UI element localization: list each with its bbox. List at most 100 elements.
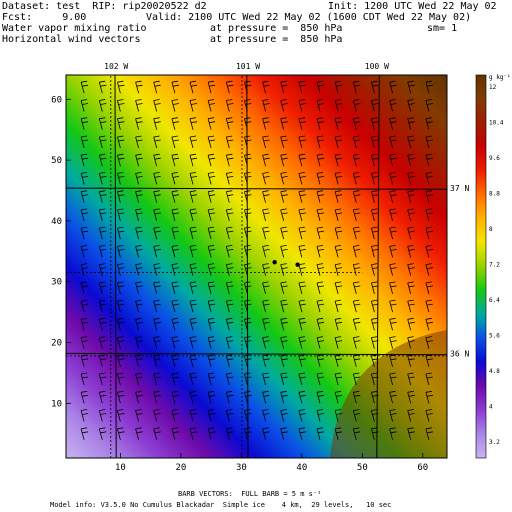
barb-staff xyxy=(244,155,248,167)
wind-barb xyxy=(262,208,270,222)
barb-flag xyxy=(118,376,125,379)
wind-barb xyxy=(407,372,415,386)
barb-staff xyxy=(316,155,321,167)
wind-barb xyxy=(352,427,361,440)
barb-staff xyxy=(189,264,194,276)
barb-staff xyxy=(280,118,285,130)
barb-staff xyxy=(98,392,103,404)
wind-barb xyxy=(316,317,325,331)
wind-barb xyxy=(189,317,198,331)
barb-staff xyxy=(189,136,194,149)
barb-flag xyxy=(281,176,288,178)
barb-flag xyxy=(298,172,305,174)
barb-flag xyxy=(226,281,233,284)
barb-flag xyxy=(100,267,107,269)
barb-flag xyxy=(209,249,216,251)
barb-staff xyxy=(407,136,412,149)
barb-staff xyxy=(298,191,303,203)
barb-flag xyxy=(208,135,215,138)
barb-staff xyxy=(334,100,339,112)
wind-barb xyxy=(425,409,433,422)
barb-flag xyxy=(208,80,215,83)
wind-barb xyxy=(153,354,161,367)
wind-barb xyxy=(352,263,361,276)
barb-flag xyxy=(336,249,343,251)
wind-barb xyxy=(352,80,361,94)
wind-barb xyxy=(298,153,306,167)
wind-barb xyxy=(244,117,252,130)
barb-flag xyxy=(189,390,197,393)
barb-flag xyxy=(425,80,432,83)
barb-flag xyxy=(153,208,160,211)
barb-flag xyxy=(425,226,432,229)
barb-flag xyxy=(354,285,361,288)
wind-barb xyxy=(153,245,161,258)
barb-staff xyxy=(98,373,103,386)
barb-flag xyxy=(82,394,89,397)
wind-barb xyxy=(262,390,270,404)
barb-flag xyxy=(244,409,251,411)
wind-barb xyxy=(189,299,198,313)
barb-staff xyxy=(262,319,266,331)
barb-flag xyxy=(190,84,198,87)
barb-staff xyxy=(244,227,248,240)
barb-staff xyxy=(189,428,194,440)
barb-flag xyxy=(154,249,161,251)
wind-barb xyxy=(371,135,379,149)
wind-barb xyxy=(316,245,325,258)
barb-staff xyxy=(262,300,266,313)
barb-flag xyxy=(244,427,251,430)
wind-barb xyxy=(98,99,107,112)
wind-barb xyxy=(334,226,343,240)
barb-flag xyxy=(117,281,124,284)
barb-staff xyxy=(244,136,248,149)
barb-staff xyxy=(407,209,412,222)
barb-flag xyxy=(390,84,397,87)
barb-flag xyxy=(280,226,287,229)
barb-flag xyxy=(153,80,160,83)
barb-flag xyxy=(226,208,233,211)
barb-staff xyxy=(280,136,285,149)
barb-staff xyxy=(334,136,339,149)
barb-staff xyxy=(117,209,121,222)
barb-flag xyxy=(81,299,88,302)
barb-flag xyxy=(135,372,142,375)
barb-flag xyxy=(245,267,252,269)
barb-flag xyxy=(354,358,361,361)
wind-barb xyxy=(407,99,415,112)
wind-barb xyxy=(280,263,288,276)
barb-flag xyxy=(335,208,342,211)
barb-flag xyxy=(154,103,161,105)
barb-flag xyxy=(317,340,325,342)
wind-barb xyxy=(371,99,379,112)
barb-staff xyxy=(153,82,158,94)
barb-flag xyxy=(118,212,125,215)
wind-barb xyxy=(425,245,433,258)
barb-staff xyxy=(262,355,266,367)
barb-flag xyxy=(407,281,414,284)
barb-staff xyxy=(225,337,230,349)
barb-flag xyxy=(408,157,415,160)
barb-staff xyxy=(352,155,357,167)
barb-staff xyxy=(352,191,357,203)
wind-barb xyxy=(425,336,433,349)
barb-flag xyxy=(82,139,89,142)
barb-staff xyxy=(262,227,266,240)
barb-staff xyxy=(280,246,285,258)
barb-flag xyxy=(172,431,179,434)
barb-staff xyxy=(316,428,321,440)
wind-barb xyxy=(262,263,270,276)
wind-barb xyxy=(371,80,379,94)
barb-flag xyxy=(335,354,342,357)
barb-staff xyxy=(117,410,121,422)
barb-flag xyxy=(189,409,197,411)
barb-staff xyxy=(135,246,139,258)
wind-barb xyxy=(425,208,433,222)
barb-flag xyxy=(280,427,287,430)
barb-flag xyxy=(353,135,360,138)
barb-flag xyxy=(372,84,379,87)
barb-flag xyxy=(425,390,432,393)
barb-staff xyxy=(80,264,85,276)
barb-flag xyxy=(99,80,106,83)
barb-staff xyxy=(371,355,375,367)
